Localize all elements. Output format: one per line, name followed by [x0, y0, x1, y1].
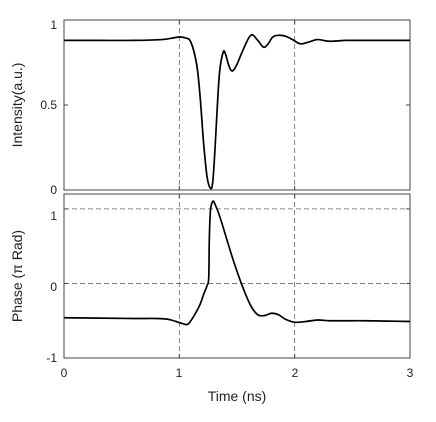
intensity-panel: 0 0.5 1 Intensity(a.u.) [9, 18, 411, 197]
phase-xtick-label-2: 2 [292, 366, 299, 380]
phase-panel: -1 0 1 0 1 2 3 Phase (π Rad) Time (ns) [9, 193, 414, 404]
phase-ytick-label-1: 0 [50, 280, 57, 294]
intensity-ytick-label-0: 0 [50, 183, 57, 197]
intensity-ytick-label-1: 0.5 [40, 98, 57, 112]
phase-series-line [63, 200, 411, 326]
intensity-y-axis-label: Intensity(a.u.) [9, 63, 25, 148]
phase-ytick-label-2: 1 [50, 209, 57, 223]
intensity-series-line [64, 34, 410, 190]
intensity-plot-frame [63, 19, 411, 191]
phase-plot-frame [63, 193, 411, 359]
phase-ytick-label-0: -1 [46, 351, 57, 365]
phase-ticks [63, 194, 411, 359]
intensity-ytick-label-2: 1 [50, 18, 57, 32]
phase-xtick-label-0: 0 [61, 366, 68, 380]
phase-y-axis-label: Phase (π Rad) [9, 230, 25, 322]
phase-xtick-label-3: 3 [407, 366, 414, 380]
x-axis-label: Time (ns) [208, 388, 267, 404]
intensity-ticks [63, 19, 411, 191]
phase-grid [64, 194, 410, 358]
intensity-grid [178, 20, 296, 190]
phase-xtick-label-1: 1 [176, 366, 183, 380]
